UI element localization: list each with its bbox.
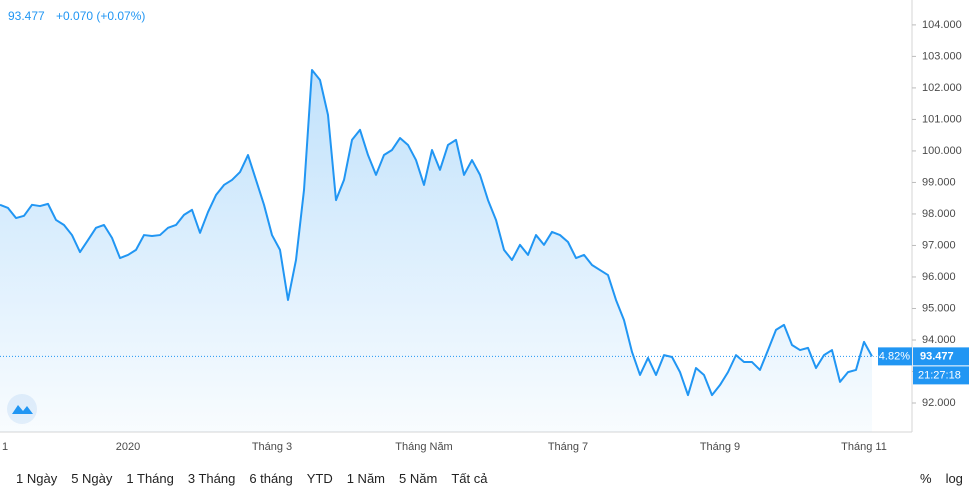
y-tick-label: 102.000 <box>922 82 962 94</box>
price-label: 93.477 <box>920 350 954 362</box>
y-tick-label: 97.000 <box>922 239 956 251</box>
x-tick-label: Tháng 11 <box>841 441 887 453</box>
y-tick-label: 100.000 <box>922 145 962 157</box>
range-button[interactable]: 5 Ngày <box>71 471 113 486</box>
y-tick-label: 98.000 <box>922 208 956 220</box>
range-button[interactable]: 1 Năm <box>346 471 386 486</box>
header-price: 93.477 <box>8 9 45 23</box>
time-badge <box>913 366 969 385</box>
range-button[interactable]: 5 Năm <box>399 471 438 486</box>
y-tick-label: 92.000 <box>922 397 956 409</box>
x-tick-label: 1 <box>2 441 8 453</box>
x-tick-label: Tháng 9 <box>700 441 740 453</box>
y-tick-label: 104.000 <box>922 19 962 31</box>
y-tick-label: 94.000 <box>922 334 956 346</box>
y-tick-label: 95.000 <box>922 302 956 314</box>
line <box>0 68 873 397</box>
range-button[interactable]: 1 Ngày <box>16 471 58 486</box>
options-toolbar: % log <box>920 471 977 486</box>
range-button[interactable]: 1 Tháng <box>126 471 174 486</box>
time-label: 21:27:18 <box>918 369 961 381</box>
y-tick-label: 99.000 <box>922 176 956 188</box>
x-tick-label: Tháng 7 <box>548 441 588 453</box>
y-tick-label: 96.000 <box>922 271 956 283</box>
percent-badge <box>878 347 912 366</box>
range-button[interactable]: 6 tháng <box>249 471 293 486</box>
y-tick-label: 101.000 <box>922 113 962 125</box>
price-badge <box>913 347 969 366</box>
x-tick-label: Tháng 3 <box>252 441 292 453</box>
percent-label: −4.82% <box>872 350 910 362</box>
header-change: +0.070 (+0.07%) <box>56 9 145 23</box>
range-button[interactable]: Tất cả <box>451 471 488 486</box>
x-tick-label: Tháng Năm <box>395 441 452 453</box>
chart: 93.477 +0.070 (+0.07%) 92.00093.00094.00… <box>0 0 969 453</box>
option-button[interactable]: log <box>945 471 963 486</box>
range-toolbar: 1 Ngày 5 Ngày 1 Tháng 3 Tháng 6 tháng YTD 1 Nă… <box>16 471 501 486</box>
y-tick-label: 103.000 <box>922 50 962 62</box>
area <box>0 69 872 433</box>
x-tick-label: 2020 <box>116 441 140 453</box>
option-button[interactable]: % <box>920 471 932 486</box>
range-button[interactable]: YTD <box>306 471 333 486</box>
range-button[interactable]: 3 Tháng <box>187 471 236 486</box>
